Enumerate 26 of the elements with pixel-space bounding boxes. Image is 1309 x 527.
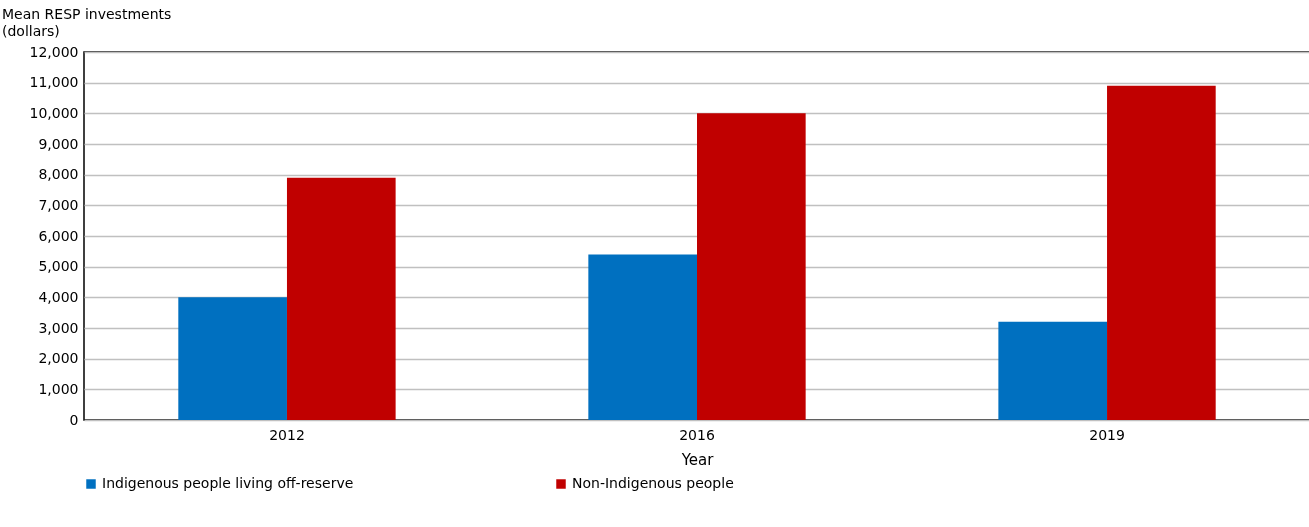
y-tick-label: 6,000 xyxy=(38,227,79,244)
y-tick-label: 2,000 xyxy=(38,350,79,367)
legend-label: Indigenous people living off-reserve xyxy=(102,475,354,491)
x-axis-title: Year xyxy=(680,450,715,469)
x-tick-label: 2012 xyxy=(269,426,305,443)
legend-label: Non-Indigenous people xyxy=(572,475,734,491)
y-tick-label: 11,000 xyxy=(29,74,79,91)
y-tick-label: 5,000 xyxy=(38,258,79,275)
y-tick-label: 10,000 xyxy=(29,104,79,121)
y-axis-title: Mean RESP investments (dollars) xyxy=(2,6,172,39)
x-tick-label: 2016 xyxy=(679,426,715,443)
bar xyxy=(998,321,1108,420)
y-tick-label: 1,000 xyxy=(38,380,79,397)
y-tick-label: 9,000 xyxy=(38,135,79,152)
x-tick-label: 2019 xyxy=(1089,426,1125,443)
bar xyxy=(286,177,396,420)
y-tick-label: 12,000 xyxy=(29,43,79,60)
bar xyxy=(1107,85,1216,420)
y-tick-label: 8,000 xyxy=(38,166,79,183)
bar xyxy=(178,297,287,420)
bar xyxy=(697,113,806,420)
y-tick-label: 7,000 xyxy=(38,196,79,213)
bar xyxy=(588,254,697,420)
y-tick-label: 3,000 xyxy=(38,319,79,336)
y-tick-label: 0 xyxy=(69,411,79,428)
y-tick-label: 4,000 xyxy=(38,288,79,305)
